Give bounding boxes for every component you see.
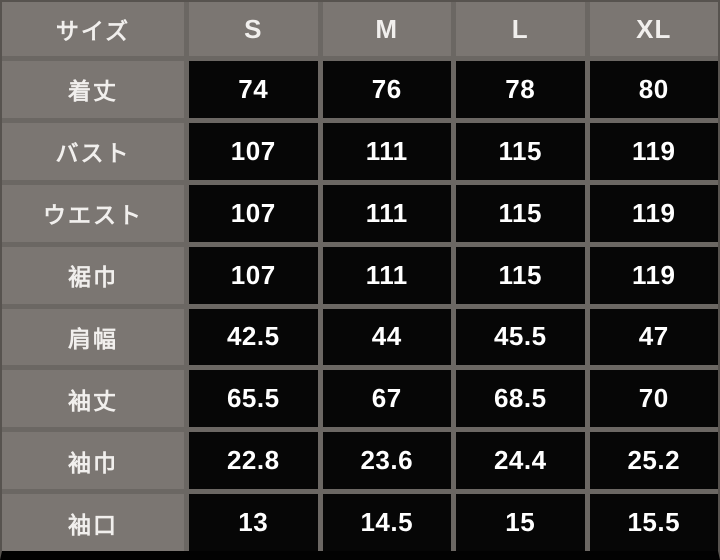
row-label-waist: ウエスト [2,184,184,242]
cell-sleeve-width-xl: 25.2 [589,432,718,490]
header-size-label: サイズ [2,2,184,56]
cell-body-length-l: 78 [456,61,585,118]
cell-shoulder-width-m: 44 [322,308,451,366]
cell-cuff-xl: 15.5 [589,494,718,551]
cell-bust-l: 115 [456,122,585,180]
cell-cuff-l: 15 [456,494,585,551]
cell-shoulder-width-l: 45.5 [456,308,585,366]
row-label-bust: バスト [2,122,184,180]
cell-sleeve-length-m: 67 [322,370,451,428]
cell-waist-l: 115 [456,184,585,242]
cell-cuff-s: 13 [189,494,318,551]
header-col-s: S [189,2,318,56]
cell-waist-s: 107 [189,184,318,242]
cell-sleeve-width-l: 24.4 [456,432,585,490]
cell-waist-m: 111 [322,184,451,242]
cell-waist-xl: 119 [589,184,718,242]
cell-hem-width-m: 111 [322,246,451,304]
cell-cuff-m: 14.5 [322,494,451,551]
cell-bust-xl: 119 [589,122,718,180]
cell-body-length-m: 76 [322,61,451,118]
row-label-body-length: 着丈 [2,61,184,118]
cell-sleeve-length-l: 68.5 [456,370,585,428]
cell-body-length-s: 74 [189,61,318,118]
cell-shoulder-width-s: 42.5 [189,308,318,366]
cell-body-length-xl: 80 [589,61,718,118]
row-label-cuff: 袖口 [2,494,184,551]
cell-hem-width-s: 107 [189,246,318,304]
cell-bust-s: 107 [189,122,318,180]
row-label-sleeve-width: 袖巾 [2,432,184,490]
header-col-xl: XL [589,2,718,56]
cell-hem-width-xl: 119 [589,246,718,304]
row-label-shoulder-width: 肩幅 [2,308,184,366]
cell-sleeve-width-s: 22.8 [189,432,318,490]
cell-sleeve-width-m: 23.6 [322,432,451,490]
row-label-sleeve-length: 袖丈 [2,370,184,428]
cell-bust-m: 111 [322,122,451,180]
cell-hem-width-l: 115 [456,246,585,304]
header-col-l: L [456,2,585,56]
cell-sleeve-length-s: 65.5 [189,370,318,428]
cell-sleeve-length-xl: 70 [589,370,718,428]
row-label-hem-width: 裾巾 [2,246,184,304]
cell-shoulder-width-xl: 47 [589,308,718,366]
header-col-m: M [322,2,451,56]
